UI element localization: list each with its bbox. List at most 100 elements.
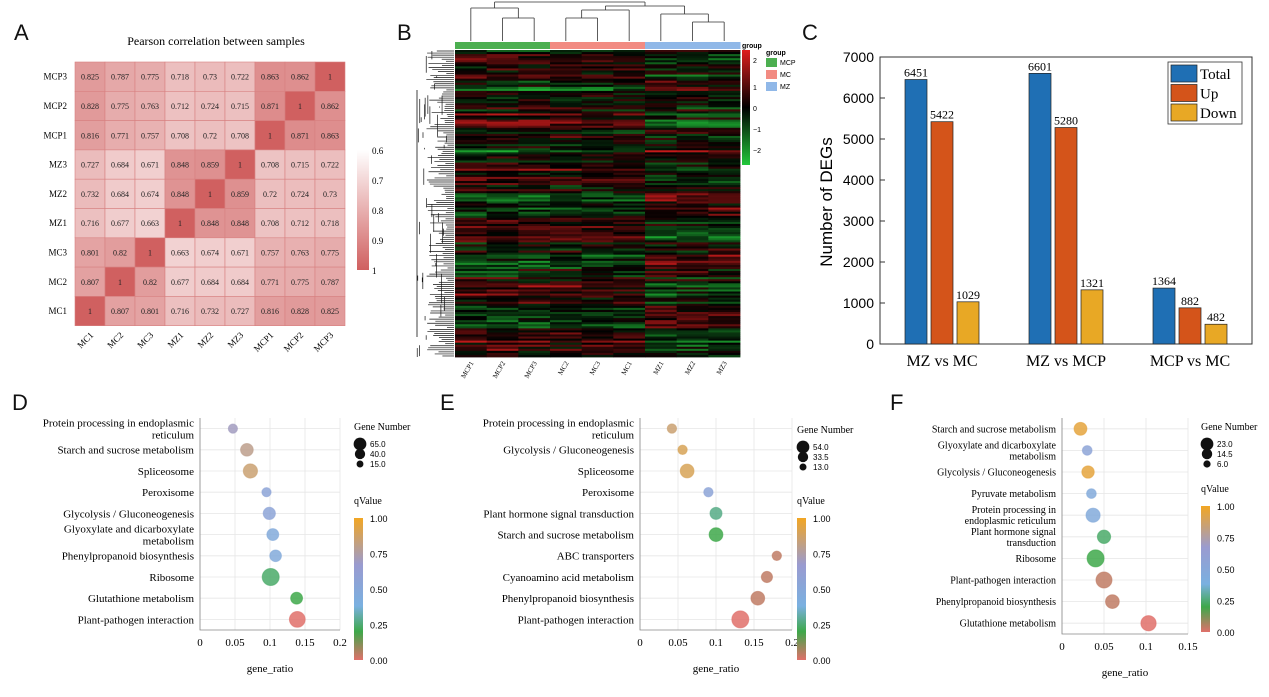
heatmap-cell bbox=[550, 123, 583, 127]
heatmap-cell bbox=[645, 258, 678, 262]
heatmap-cell bbox=[645, 318, 678, 321]
panel-b-colorbar bbox=[742, 50, 750, 165]
heatmap-cell bbox=[645, 74, 678, 78]
heatmap-cell bbox=[518, 350, 551, 354]
heatmap-cell bbox=[613, 213, 646, 217]
heatmap-cell bbox=[676, 283, 709, 286]
heatmap-cell bbox=[645, 262, 678, 266]
heatmap-cell bbox=[613, 289, 646, 292]
heatmap-cell bbox=[645, 58, 678, 61]
heatmap-cell-label: 0.732 bbox=[81, 190, 99, 199]
heatmap-cell bbox=[518, 174, 551, 178]
heatmap-cell bbox=[613, 52, 646, 55]
heatmap-cell bbox=[676, 262, 709, 266]
heatmap-cell bbox=[676, 217, 709, 221]
heatmap-cell bbox=[518, 66, 551, 69]
heatmap-cell bbox=[581, 158, 614, 161]
column-label: MC2 bbox=[556, 360, 570, 377]
heatmap-cell bbox=[708, 88, 741, 92]
heatmap-cell bbox=[581, 166, 614, 170]
heatmap-cell bbox=[224, 208, 256, 239]
heatmap-cell bbox=[645, 352, 678, 356]
size-legend-title: Gene Number bbox=[797, 425, 854, 436]
heatmap-cell bbox=[708, 205, 741, 208]
heatmap-cell bbox=[676, 195, 709, 198]
heatmap-cell bbox=[581, 88, 614, 92]
heatmap-cell bbox=[518, 266, 551, 270]
heatmap-cell bbox=[550, 170, 583, 174]
heatmap-cell bbox=[613, 56, 646, 59]
heatmap-cell bbox=[581, 314, 614, 317]
heatmap-cell bbox=[676, 226, 709, 229]
panel-b-cells bbox=[455, 50, 741, 358]
heatmap-cell bbox=[708, 121, 741, 125]
heatmap-cell bbox=[455, 68, 488, 71]
heatmap-cell-label: 1 bbox=[118, 278, 122, 287]
heatmap-cell bbox=[645, 133, 678, 137]
heatmap-cell-label: 0.763 bbox=[141, 102, 159, 111]
heatmap-cell bbox=[676, 320, 709, 323]
heatmap-cell bbox=[455, 168, 488, 172]
heatmap-cell bbox=[518, 279, 551, 282]
heatmap-cell bbox=[708, 221, 741, 225]
heatmap-cell-label: 0.871 bbox=[291, 131, 309, 140]
heatmap-cell bbox=[613, 211, 646, 215]
group-bar-segment bbox=[676, 42, 709, 49]
heatmap-cell bbox=[645, 279, 678, 282]
heatmap-cell bbox=[676, 97, 709, 100]
heatmap-cell bbox=[613, 88, 646, 92]
heatmap-cell bbox=[455, 111, 488, 114]
heatmap-cell bbox=[613, 207, 646, 211]
heatmap-cell bbox=[676, 64, 709, 67]
heatmap-cell bbox=[708, 291, 741, 294]
heatmap-cell bbox=[708, 162, 741, 166]
heatmap-cell bbox=[676, 68, 709, 71]
heatmap-cell bbox=[455, 258, 488, 262]
heatmap-cell bbox=[550, 291, 583, 294]
bar-value-label: 6451 bbox=[904, 66, 928, 80]
heatmap-cell bbox=[455, 219, 488, 223]
row-label: MZ1 bbox=[49, 218, 67, 228]
heatmap-cell bbox=[518, 326, 551, 329]
term-label: Glyoxylate and dicarboxylate metabolism bbox=[64, 523, 195, 547]
heatmap-cell bbox=[550, 109, 583, 112]
heatmap-cell bbox=[486, 62, 519, 65]
heatmap-cell bbox=[645, 101, 678, 104]
heatmap-cell bbox=[645, 176, 678, 180]
heatmap-cell bbox=[581, 322, 614, 325]
heatmap-cell bbox=[550, 185, 583, 188]
heatmap-cell bbox=[676, 50, 709, 53]
heatmap-cell bbox=[708, 187, 741, 190]
heatmap-cell bbox=[645, 138, 678, 141]
heatmap-cell bbox=[550, 160, 583, 163]
heatmap-cell bbox=[708, 305, 741, 309]
heatmap-cell bbox=[708, 68, 741, 71]
heatmap-cell bbox=[455, 193, 488, 196]
heatmap-cell bbox=[708, 50, 741, 53]
heatmap-cell bbox=[486, 178, 519, 182]
heatmap-cell bbox=[550, 318, 583, 321]
bar-value-label: 1364 bbox=[1152, 274, 1176, 288]
heatmap-cell bbox=[613, 178, 646, 182]
heatmap-cell bbox=[613, 277, 646, 280]
heatmap-cell bbox=[613, 215, 646, 219]
panel-a-cells: 0.825 0.787 0.775 0.718 0.73 0.722 0.863 0.862 1… bbox=[74, 61, 346, 326]
heatmap-cell-label: 0.807 bbox=[81, 278, 99, 287]
heatmap-cell bbox=[613, 273, 646, 276]
heatmap-cell bbox=[486, 86, 519, 90]
heatmap-cell bbox=[645, 129, 678, 133]
heatmap-cell bbox=[581, 142, 614, 145]
heatmap-cell bbox=[581, 264, 614, 268]
enrichment-point bbox=[679, 463, 695, 479]
heatmap-cell bbox=[645, 60, 678, 63]
heatmap-cell bbox=[104, 237, 136, 268]
heatmap-cell bbox=[518, 281, 551, 284]
heatmap-cell bbox=[455, 92, 488, 96]
heatmap-cell bbox=[708, 72, 741, 75]
heatmap-cell bbox=[486, 80, 519, 84]
heatmap-cell bbox=[708, 271, 741, 274]
heatmap-cell bbox=[581, 113, 614, 116]
heatmap-cell bbox=[708, 309, 741, 313]
heatmap-cell bbox=[455, 135, 488, 139]
